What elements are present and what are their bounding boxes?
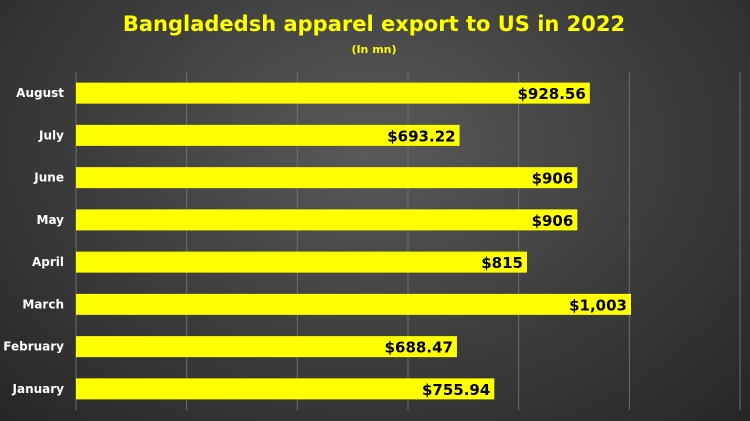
bar <box>76 336 457 358</box>
bar <box>76 293 631 315</box>
category-label: August <box>16 86 64 100</box>
bar <box>76 378 495 400</box>
bar <box>76 251 527 273</box>
bar <box>76 82 590 104</box>
bar <box>76 167 578 189</box>
data-label: $928.56 <box>517 85 585 103</box>
data-label: $906 <box>532 212 574 230</box>
category-label: February <box>3 340 64 354</box>
bars: August $928.56 July $693.22 June $906 May $906 A… <box>3 82 631 400</box>
category-label: May <box>37 213 65 227</box>
category-label: January <box>12 382 65 396</box>
bar <box>76 209 578 231</box>
bar <box>76 124 460 146</box>
category-label: July <box>38 128 64 142</box>
data-label: $693.22 <box>387 127 455 145</box>
category-label: April <box>32 255 64 269</box>
data-label: $906 <box>532 170 574 188</box>
chart-title: Bangladedsh apparel export to US in 2022 <box>123 12 625 36</box>
category-label: March <box>22 297 64 311</box>
data-label: $1,003 <box>569 296 627 314</box>
chart-subtitle: (In mn) <box>351 43 396 56</box>
category-label: June <box>33 171 64 185</box>
data-label: $755.94 <box>422 381 490 399</box>
data-label: $688.47 <box>385 339 453 357</box>
data-label: $815 <box>481 254 523 272</box>
gridlines <box>75 72 741 410</box>
